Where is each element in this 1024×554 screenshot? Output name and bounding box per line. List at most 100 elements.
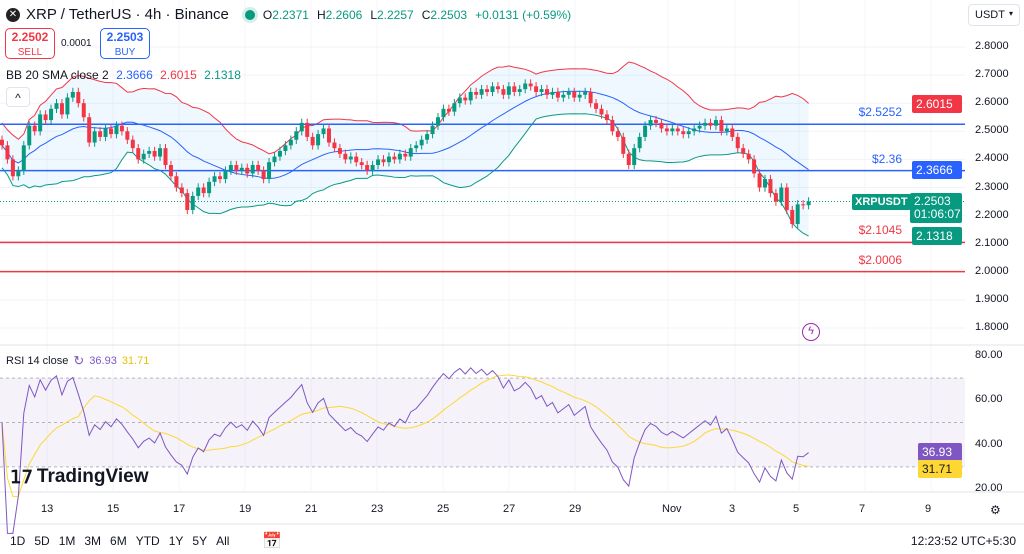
price-tick: 2.4000: [975, 152, 1009, 165]
candle-body: [5, 145, 10, 160]
candle-body: [610, 120, 615, 132]
range-1d[interactable]: 1D: [10, 534, 26, 548]
tradingview-logo[interactable]: 𝟣𝟩 TradingView: [10, 466, 148, 488]
candle-body: [414, 145, 419, 149]
symbol-title[interactable]: XRP / TetherUS · 4h · Binance: [26, 6, 229, 23]
candle-body: [463, 97, 468, 101]
range-5d[interactable]: 5D: [34, 534, 50, 548]
last-price: 2.2503: [914, 194, 951, 208]
symbol-header: ✕ XRP / TetherUS · 4h · Binance O2.2371 …: [6, 6, 571, 23]
candle-body: [376, 159, 381, 166]
candle-body: [697, 125, 702, 129]
candle-body: [457, 97, 462, 104]
chevron-down-icon: ▾: [1008, 9, 1013, 18]
candle-body: [87, 117, 92, 143]
candle-body: [267, 162, 272, 180]
hline-label[interactable]: $2.0006: [858, 252, 902, 267]
clock[interactable]: 12:23:52 UTC+5:30: [910, 534, 1016, 548]
rsi-ma-line: [1, 374, 809, 497]
price-tick: 1.8000: [975, 321, 1009, 333]
candle-body: [250, 165, 255, 174]
hline-label[interactable]: $2.36: [871, 151, 902, 166]
bb-basis-axis-label: 2.3666: [912, 161, 962, 179]
candle-body: [419, 139, 424, 146]
candle-body: [397, 153, 402, 160]
change-value: +0.0131 (+0.59%): [475, 7, 572, 22]
candle-body: [675, 128, 680, 132]
candle-body: [196, 187, 201, 196]
candle-body: [114, 125, 119, 135]
sell-button[interactable]: 2.2502 SELL: [5, 28, 55, 59]
candle-body: [174, 176, 179, 188]
candle-body: [218, 176, 222, 180]
candle-body: [485, 89, 490, 92]
rsi-legend[interactable]: RSI 14 close ↻ 36.93 31.71: [6, 353, 149, 369]
candle-body: [354, 156, 359, 163]
range-6m[interactable]: 6M: [110, 534, 127, 548]
rsi-settings-icon[interactable]: ↻: [73, 353, 85, 368]
hline-label[interactable]: $2.1045: [858, 223, 902, 238]
candle-body: [572, 91, 577, 98]
candle-body: [795, 204, 800, 225]
time-tick: 21: [305, 503, 318, 515]
candle-body: [81, 103, 86, 118]
collapse-legend-button[interactable]: ^: [6, 87, 30, 107]
candle-body: [730, 128, 735, 137]
candle-body: [43, 114, 48, 121]
candle-body: [32, 125, 37, 132]
candle-body: [501, 89, 506, 95]
buy-button[interactable]: 2.2503 BUY: [100, 28, 150, 59]
currency-select[interactable]: USDT ▾: [968, 4, 1020, 26]
bb-lower-axis-label: 2.1318: [912, 227, 962, 245]
candle-body: [163, 148, 168, 166]
candle-body: [692, 128, 697, 132]
rsi-tick: 80.00: [975, 349, 1003, 361]
candle-body: [152, 150, 157, 157]
price-tick: 2.5000: [975, 124, 1009, 137]
bb-legend[interactable]: BB 20 SMA close 2 2.3666 2.6015 2.1318: [6, 68, 241, 82]
symbol-axis-label: XRPUSDT: [852, 194, 911, 210]
candle-body: [103, 128, 108, 137]
range-ytd[interactable]: YTD: [135, 534, 160, 548]
range-all[interactable]: All: [216, 534, 230, 548]
candle-body: [806, 201, 811, 206]
rsi-tick: 20.00: [975, 482, 1003, 495]
candle-body: [288, 139, 293, 146]
candle-body: [566, 91, 571, 95]
bb-basis: 2.3666: [116, 68, 153, 82]
time-tick: 7: [859, 503, 866, 515]
candle-body: [801, 204, 806, 206]
candle-body: [468, 91, 473, 101]
calendar-goto-icon[interactable]: 📅: [262, 533, 282, 550]
candle-body: [38, 114, 43, 132]
candle-body: [757, 173, 762, 188]
market-open-icon: [244, 9, 255, 20]
range-5y[interactable]: 5Y: [192, 534, 208, 548]
bb-lower: 2.1318: [204, 68, 241, 82]
candle-body: [299, 122, 304, 132]
range-1m[interactable]: 1M: [58, 534, 76, 548]
range-3m[interactable]: 3M: [84, 534, 102, 548]
candle-body: [348, 156, 353, 160]
lightning-icon[interactable]: ϟ: [802, 323, 820, 341]
candle-body: [147, 150, 152, 154]
candle-body: [381, 159, 386, 163]
range-1y[interactable]: 1Y: [168, 534, 184, 548]
candle-body: [561, 94, 566, 98]
candle-body: [752, 159, 757, 174]
candle-body: [784, 187, 789, 210]
buy-label: BUY: [114, 47, 136, 58]
xrp-logo-icon: ✕: [6, 7, 20, 22]
candle-body: [65, 97, 70, 115]
settings-gear-icon[interactable]: ⚙: [990, 503, 1001, 517]
candle-body: [49, 108, 54, 121]
candle-body: [425, 134, 430, 140]
close-value: 2.2503: [430, 7, 468, 22]
candle-body: [310, 136, 315, 146]
hline-label[interactable]: $2.5252: [858, 105, 902, 120]
candle-body: [490, 86, 495, 92]
candle-body: [408, 148, 413, 157]
candle-body: [130, 139, 135, 149]
candle-body: [632, 148, 637, 166]
